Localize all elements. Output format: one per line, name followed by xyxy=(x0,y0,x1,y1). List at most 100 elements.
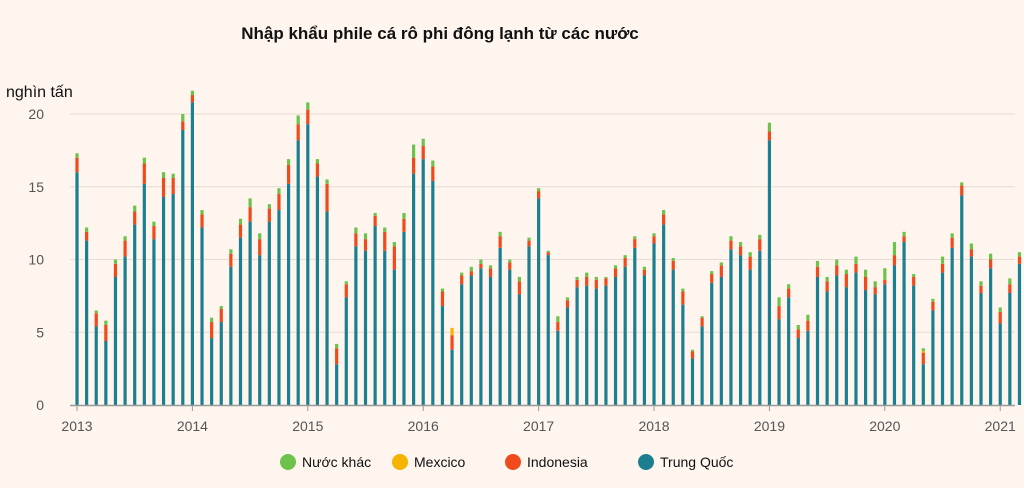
bar-segment-indonesia xyxy=(719,265,723,277)
bar-segment-nước-khác xyxy=(469,266,473,272)
bar-segment-trung-quốc xyxy=(142,183,146,405)
bar-segment-nước-khác xyxy=(1008,278,1012,285)
bar-segment-indonesia xyxy=(777,306,781,320)
bar-segment-nước-khác xyxy=(998,307,1002,312)
bar-segment-nước-khác xyxy=(844,269,848,275)
bar-segment-trung-quốc xyxy=(248,221,252,405)
bar-segment-nước-khác xyxy=(517,276,521,282)
bar-segment-trung-quốc xyxy=(863,290,868,406)
bar-segment-nước-khác xyxy=(940,256,945,264)
bar-segment-nước-khác xyxy=(354,227,358,234)
bar-segment-trung-quốc xyxy=(85,240,89,405)
bar-segment-indonesia xyxy=(113,263,118,277)
bar-segment-trung-quốc xyxy=(94,326,98,405)
bar-segment-indonesia xyxy=(277,194,281,211)
bar-segment-indonesia xyxy=(258,239,262,256)
bar-segment-trung-quốc xyxy=(767,140,772,405)
bar-segment-trung-quốc xyxy=(344,297,348,405)
x-tick-label: 2016 xyxy=(408,418,439,434)
bar-segment-trung-quốc xyxy=(546,255,550,405)
bar-segment-trung-quốc xyxy=(681,304,685,406)
bar-segment-nước-khác xyxy=(873,281,877,288)
bar-segment-nước-khác xyxy=(767,122,772,132)
bar-segment-indonesia xyxy=(556,322,560,331)
bar-segment-trung-quốc xyxy=(219,322,223,405)
bar-segment-nước-khác xyxy=(537,188,541,192)
bar-segment-trung-quốc xyxy=(325,211,329,405)
bar-segment-indonesia xyxy=(152,226,156,240)
bar-segment-trung-quốc xyxy=(652,243,656,405)
bar-segment-nước-khác xyxy=(344,281,348,285)
bar-segment-indonesia xyxy=(575,279,579,288)
bar-segment-nước-khác xyxy=(161,172,166,179)
bar-segment-nước-khác xyxy=(440,288,445,292)
bar-segment-indonesia xyxy=(710,274,714,283)
legend-swatch-indonesia xyxy=(505,454,521,470)
bar-segment-nước-khác xyxy=(335,343,339,349)
bar-segment-trung-quốc xyxy=(748,269,752,405)
bar-segment-indonesia xyxy=(921,352,925,365)
bar-segment-trung-quốc xyxy=(508,269,512,405)
bar-segment-trung-quốc xyxy=(835,275,839,405)
bar-segment-nước-khác xyxy=(421,138,425,147)
y-tick-label: 10 xyxy=(28,252,44,268)
bar-segment-indonesia xyxy=(787,288,791,298)
bar-segment-indonesia xyxy=(1008,284,1012,293)
legend-swatch-trung-quoc xyxy=(638,454,654,470)
bar-segment-nước-khác xyxy=(854,256,858,264)
bar-segment-trung-quốc xyxy=(594,288,598,405)
bar-segment-indonesia xyxy=(883,279,887,285)
bar-segment-indonesia xyxy=(373,215,377,227)
bar-segment-indonesia xyxy=(594,279,598,289)
bar-segment-indonesia xyxy=(537,191,541,199)
bar-segment-indonesia xyxy=(892,255,897,266)
bar-segment-indonesia xyxy=(267,208,271,222)
bar-segment-indonesia xyxy=(835,265,839,276)
bar-segment-trung-quốc xyxy=(989,268,993,405)
bar-segment-trung-quốc xyxy=(671,269,675,405)
bar-segment-trung-quốc xyxy=(210,338,214,405)
bar-segment-nước-khác xyxy=(633,236,637,240)
bar-segment-nước-khác xyxy=(286,159,291,165)
bar-segment-indonesia xyxy=(335,348,339,365)
bar-segment-mexcico xyxy=(921,351,925,353)
bar-segment-trung-quốc xyxy=(642,275,646,405)
bar-segment-trung-quốc xyxy=(575,287,579,405)
bar-segment-indonesia xyxy=(498,236,502,248)
bar-segment-nước-khác xyxy=(431,160,435,167)
bar-segment-nước-khác xyxy=(719,262,723,266)
bar-segment-indonesia xyxy=(75,157,79,173)
bar-segment-nước-khác xyxy=(662,210,666,215)
y-tick-label: 15 xyxy=(28,179,44,195)
bar-segment-nước-khác xyxy=(363,233,368,240)
bar-segment-indonesia xyxy=(671,260,675,270)
bar-segment-nước-khác xyxy=(75,153,79,158)
bar-segment-indonesia xyxy=(344,284,348,298)
bar-segment-trung-quốc xyxy=(190,102,194,406)
bar-segment-trung-quốc xyxy=(969,256,973,405)
bar-segment-nước-khác xyxy=(777,297,781,307)
bar-segment-trung-quốc xyxy=(565,307,570,405)
bar-segment-indonesia xyxy=(873,287,877,295)
bar-segment-nước-khác xyxy=(585,272,589,277)
bar-segment-trung-quốc xyxy=(825,291,829,405)
bar-segment-indonesia xyxy=(248,207,252,222)
bar-segment-nước-khác xyxy=(796,324,800,330)
bar-segment-indonesia xyxy=(998,311,1002,324)
bar-segment-nước-khác xyxy=(623,255,627,259)
bar-segment-nước-khác xyxy=(210,317,214,323)
bar-segment-indonesia xyxy=(508,262,512,270)
bar-segment-trung-quốc xyxy=(431,180,435,405)
bar-segment-nước-khác xyxy=(229,249,233,254)
bar-segment-indonesia xyxy=(1017,256,1022,264)
bar-segment-nước-khác xyxy=(392,242,396,247)
bar-segment-nước-khác xyxy=(315,159,320,164)
bar-segment-nước-khác xyxy=(575,276,579,280)
bar-segment-nước-khác xyxy=(267,204,271,209)
legend-label-mexcico: Mexcico xyxy=(414,454,466,470)
bar-segment-trung-quốc xyxy=(133,224,137,405)
bar-segment-nước-khác xyxy=(383,227,387,232)
bar-segment-trung-quốc xyxy=(1017,263,1022,405)
bar-segment-trung-quốc xyxy=(440,306,445,405)
bar-segment-indonesia xyxy=(325,183,329,212)
